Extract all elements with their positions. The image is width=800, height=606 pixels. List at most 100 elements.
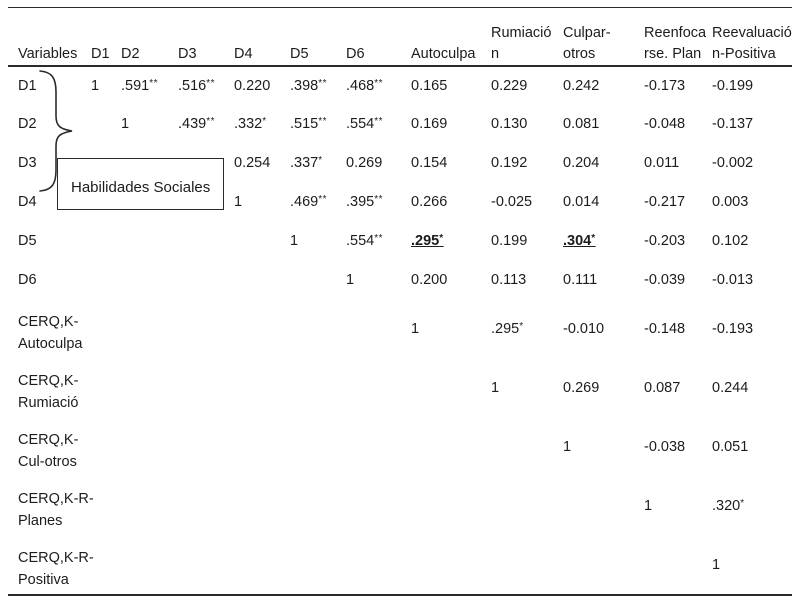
cell: .295* [410, 222, 490, 261]
cell-value: .439** [178, 116, 216, 132]
label-line: CERQ,K-R- [18, 549, 94, 566]
cell: 1 [120, 105, 177, 144]
cell [120, 536, 177, 595]
cell-value: .591** [121, 77, 159, 94]
cell: -0.199 [711, 66, 792, 105]
cell: -0.013 [711, 261, 792, 300]
cell: 0.113 [490, 261, 562, 300]
table-header: Variables D1 D2 D3 D4 D5 D6 Autoculpa Rumiació n C… [8, 7, 792, 67]
row-label: CERQ,K- Cul-otros [8, 418, 90, 477]
cell: 0.169 [410, 105, 490, 144]
table-row: D2 1 .439** .332* .515** .554** 0.169 0.130 0.08… [8, 105, 792, 144]
cell [177, 222, 233, 261]
label-line: D5 [290, 45, 309, 62]
column-header: D3 [177, 7, 233, 67]
column-header: D6 [345, 7, 410, 67]
cell [490, 536, 562, 595]
significance-asterisks: ** [374, 233, 384, 244]
cell-value: 0.200 [411, 272, 448, 288]
table-row: CERQ,K-R- Positiva 1 [8, 536, 792, 595]
cell [120, 222, 177, 261]
cell [177, 536, 233, 595]
cell-value: 0.269 [346, 155, 383, 171]
label-line: Culpar- [563, 24, 611, 41]
cell-value: -0.038 [644, 439, 686, 455]
cell [233, 536, 289, 595]
cell: 1 [289, 222, 345, 261]
cell-value: .304* [563, 233, 596, 249]
cell-value: -0.193 [712, 321, 754, 337]
label-line: n-Positiva [712, 45, 776, 62]
cell: 0.102 [711, 222, 792, 261]
significance-asterisks: ** [206, 77, 216, 89]
significance-asterisks: ** [374, 77, 384, 89]
label-line: Reevaluació [712, 24, 792, 41]
cell: 0.130 [490, 105, 562, 144]
significance-asterisks: * [519, 321, 524, 332]
cell-value: -0.148 [644, 321, 686, 337]
cell-value: .398** [290, 77, 328, 94]
cell-value: 1 [234, 194, 243, 210]
row-label: D1 [8, 66, 90, 105]
cell [177, 300, 233, 359]
label-line: Variables [18, 45, 78, 62]
column-header: Autoculpa [410, 7, 490, 67]
cell: .469** [289, 183, 345, 222]
cell: .591** [120, 66, 177, 105]
cell-value: -0.048 [644, 116, 686, 132]
cell [410, 418, 490, 477]
cell [177, 359, 233, 418]
cell-value: 0.192 [491, 155, 528, 171]
cell-value: 0.269 [563, 380, 600, 396]
cell: 0.014 [562, 183, 643, 222]
cell [410, 359, 490, 418]
label-line: D4 [18, 194, 37, 210]
cell-value: 0.199 [491, 233, 528, 249]
cell: -0.002 [711, 144, 792, 183]
table-row: CERQ,K-R- Planes 1 .320* [8, 477, 792, 536]
cell-value: -0.002 [712, 155, 754, 171]
cell-value: 1 [644, 498, 653, 514]
cell-value: .320* [712, 498, 745, 514]
column-header: Reenfoca rse. Plan [643, 7, 711, 67]
cell [233, 261, 289, 300]
cell: -0.203 [643, 222, 711, 261]
cell: .468** [345, 66, 410, 105]
column-header: D4 [233, 7, 289, 67]
label-line: D6 [346, 45, 365, 62]
cell-value: 0.154 [411, 155, 448, 171]
cell: 0.254 [233, 144, 289, 183]
cell-value: 0.051 [712, 439, 749, 455]
column-header: D2 [120, 7, 177, 67]
cell: -0.048 [643, 105, 711, 144]
header-row: Variables D1 D2 D3 D4 D5 D6 Autoculpa Rumiació n C… [8, 7, 792, 67]
cell-value: 0.204 [563, 155, 600, 171]
cell: -0.193 [711, 300, 792, 359]
habilidades-sociales-label: Habilidades Sociales [71, 178, 211, 196]
cell [120, 418, 177, 477]
cell-value: .469** [290, 194, 328, 210]
cell [345, 536, 410, 595]
cell: .554** [345, 222, 410, 261]
cell [490, 418, 562, 477]
table-row: CERQ,K- Rumiació 1 0.269 0.087 0.244 [8, 359, 792, 418]
row-label: CERQ,K-R- Positiva [8, 536, 94, 595]
label-line: CERQ,K- [18, 432, 79, 448]
significance-asterisks: * [740, 498, 745, 509]
cell-value: 1 [411, 321, 420, 337]
cell-value: .516** [178, 77, 216, 94]
label-line: D2 [18, 116, 37, 132]
significance-asterisks: ** [206, 116, 216, 127]
cell [177, 418, 233, 477]
table-row: CERQ,K- Cul-otros 1 -0.038 0.051 [8, 418, 792, 477]
significance-asterisks: * [439, 233, 444, 244]
column-header: Rumiació n [490, 7, 562, 67]
label-line: CERQ,K-R- [18, 491, 94, 507]
cell [289, 536, 345, 595]
cell: 0.266 [410, 183, 490, 222]
cell: 0.087 [643, 359, 711, 418]
table-body: D1 1 .591** .516** 0.220 .398** .468** 0.165 0.2… [8, 66, 792, 595]
cell-value: 0.014 [563, 194, 600, 210]
cell [345, 418, 410, 477]
label-line: CERQ,K- [18, 314, 79, 330]
